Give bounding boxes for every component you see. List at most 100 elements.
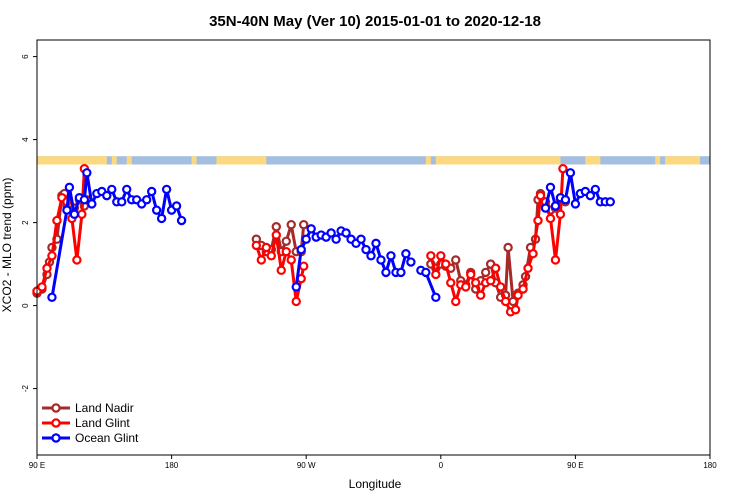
land-nadir-point — [451, 255, 461, 265]
land-nadir-point — [299, 219, 309, 230]
ocean-glint-point — [306, 224, 316, 234]
land-glint-point — [555, 209, 566, 219]
land-glint-point — [431, 269, 441, 280]
x-tick-label: 90 W — [297, 461, 316, 470]
land-glint-point — [271, 230, 281, 240]
ocean-glint-point — [151, 205, 162, 215]
ocean-glint-point — [341, 228, 351, 238]
ocean-glint-point — [64, 182, 75, 193]
ocean-glint-point — [371, 238, 381, 249]
ocean-glint-point — [396, 267, 406, 278]
ocean-glint-point — [102, 190, 112, 201]
ocean-glint-point — [87, 199, 97, 209]
y-tick-label: 0 — [21, 303, 30, 308]
ocean-glint-point — [540, 203, 551, 213]
land-glint-point — [533, 215, 543, 226]
ocean-band — [37, 156, 710, 165]
land-ocean-band — [37, 156, 710, 165]
x-axis: 90 E 180 90 W 0 90 E 180 — [29, 455, 717, 470]
ocean-glint-point — [291, 282, 301, 292]
ocean-glint-point — [141, 195, 152, 205]
land-glint-point — [72, 255, 82, 265]
ocean-glint-point — [366, 251, 376, 261]
land-nadir-point — [503, 242, 513, 253]
legend-swatch-marker — [51, 418, 61, 428]
ocean-glint-point — [82, 168, 92, 178]
legend-item-ocean-glint: Ocean Glint — [42, 431, 139, 445]
ocean-glint-point — [605, 197, 615, 207]
land-glint-point — [500, 296, 511, 307]
legend-label: Land Nadir — [75, 401, 134, 415]
land-glint-point — [490, 263, 501, 273]
ocean-glint-point — [401, 249, 411, 259]
land-glint-point — [37, 282, 47, 292]
legend-label: Ocean Glint — [75, 431, 139, 445]
ocean-glint-point — [331, 234, 341, 244]
land-glint-point — [261, 242, 272, 253]
ocean-glint-point — [421, 267, 431, 278]
land-nadir-point — [480, 267, 491, 278]
land-band-segment — [435, 156, 561, 165]
land-glint-point — [266, 251, 277, 261]
ocean-glint-point — [326, 228, 336, 238]
land-glint-point — [436, 251, 446, 261]
land-glint-point — [550, 255, 561, 265]
land-glint-point — [485, 276, 496, 286]
land-glint-point — [475, 290, 486, 300]
land-glint-point — [523, 263, 533, 273]
ocean-glint-point — [560, 195, 571, 205]
ocean-glint-point — [146, 186, 157, 197]
y-tick-label: -2 — [21, 384, 30, 392]
ocean-glint-point — [156, 213, 167, 224]
y-axis: -2 0 2 4 6 — [21, 54, 37, 392]
x-tick-label: 90 E — [567, 461, 583, 470]
ocean-glint-point — [545, 182, 556, 193]
ocean-glint-point — [69, 209, 80, 219]
ocean-glint-point — [301, 234, 311, 244]
land-glint-point — [286, 255, 296, 265]
ocean-glint-point — [376, 255, 386, 265]
land-glint-point — [535, 190, 546, 201]
land-glint-point — [528, 249, 538, 259]
series-ocean-glint — [47, 168, 615, 302]
x-tick-label: 90 E — [29, 461, 45, 470]
ocean-glint-point — [406, 257, 416, 267]
land-glint-point — [42, 263, 52, 273]
ocean-glint-point — [176, 215, 187, 226]
land-band-segment — [665, 156, 701, 165]
land-glint-point — [441, 259, 451, 269]
x-tick-label: 180 — [165, 461, 179, 470]
legend-swatch-marker — [51, 433, 61, 443]
x-tick-label: 180 — [703, 461, 717, 470]
land-glint-point — [446, 278, 456, 288]
y-tick-label: 4 — [21, 137, 30, 142]
land-glint-point — [47, 251, 57, 261]
land-glint-point — [299, 261, 309, 271]
ocean-glint-point — [122, 184, 132, 195]
legend-swatch-marker — [51, 403, 61, 413]
ocean-glint-point — [107, 184, 117, 195]
ocean-glint-point — [171, 201, 182, 211]
ocean-glint-point — [161, 184, 172, 195]
y-axis-label: XCO2 - MLO trend (ppm) — [0, 178, 14, 313]
land-glint-point — [276, 265, 286, 276]
ocean-glint-point — [550, 201, 561, 211]
land-band-segment — [425, 156, 431, 165]
ocean-glint-point — [361, 244, 371, 255]
land-glint-point — [513, 290, 523, 300]
land-glint-point — [466, 269, 476, 280]
ocean-glint-point — [565, 168, 576, 178]
legend-label: Land Glint — [75, 416, 130, 430]
ocean-glint-point — [386, 251, 396, 261]
land-band-segment — [585, 156, 601, 165]
x-axis-label: Longitude — [349, 477, 402, 491]
land-glint-point — [281, 246, 291, 257]
land-glint-point — [256, 255, 267, 265]
ocean-glint-point — [356, 234, 366, 244]
land-band-segment — [191, 156, 197, 165]
legend-item-land-nadir: Land Nadir — [42, 401, 134, 415]
land-glint-point — [558, 163, 568, 174]
